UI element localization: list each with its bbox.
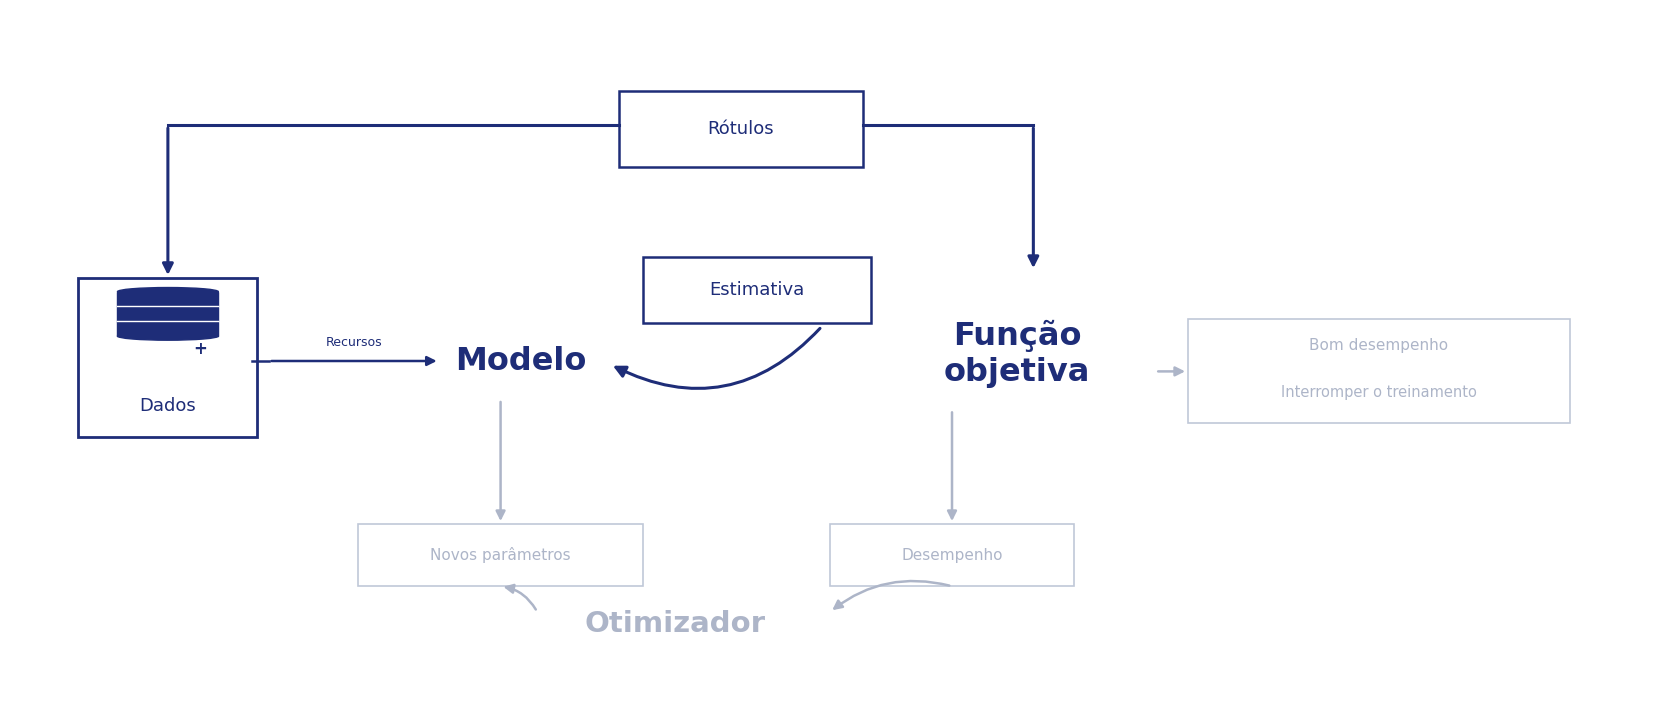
Text: Interromper o treinamento: Interromper o treinamento <box>1282 385 1477 400</box>
Text: Desempenho: Desempenho <box>901 547 1003 562</box>
FancyBboxPatch shape <box>1189 319 1570 423</box>
Ellipse shape <box>118 303 219 311</box>
FancyBboxPatch shape <box>619 91 863 167</box>
FancyBboxPatch shape <box>78 278 257 438</box>
Bar <box>118 292 219 305</box>
Ellipse shape <box>118 318 219 326</box>
Text: Otimizador: Otimizador <box>584 610 765 638</box>
Bar <box>118 322 219 336</box>
Ellipse shape <box>118 287 219 296</box>
Text: Novos parâmetros: Novos parâmetros <box>430 547 571 563</box>
Text: Dados: Dados <box>139 397 196 415</box>
Text: Rótulos: Rótulos <box>707 120 774 138</box>
Bar <box>118 307 219 321</box>
Text: Função
objetiva: Função objetiva <box>945 320 1091 388</box>
Text: Recursos: Recursos <box>325 336 382 349</box>
Text: Modelo: Modelo <box>455 346 586 376</box>
FancyBboxPatch shape <box>830 524 1074 586</box>
Text: Estimativa: Estimativa <box>709 281 805 299</box>
Text: Bom desempenho: Bom desempenho <box>1310 338 1449 352</box>
FancyBboxPatch shape <box>642 257 872 323</box>
Ellipse shape <box>118 332 219 340</box>
FancyBboxPatch shape <box>359 524 642 586</box>
Text: +: + <box>194 339 208 357</box>
